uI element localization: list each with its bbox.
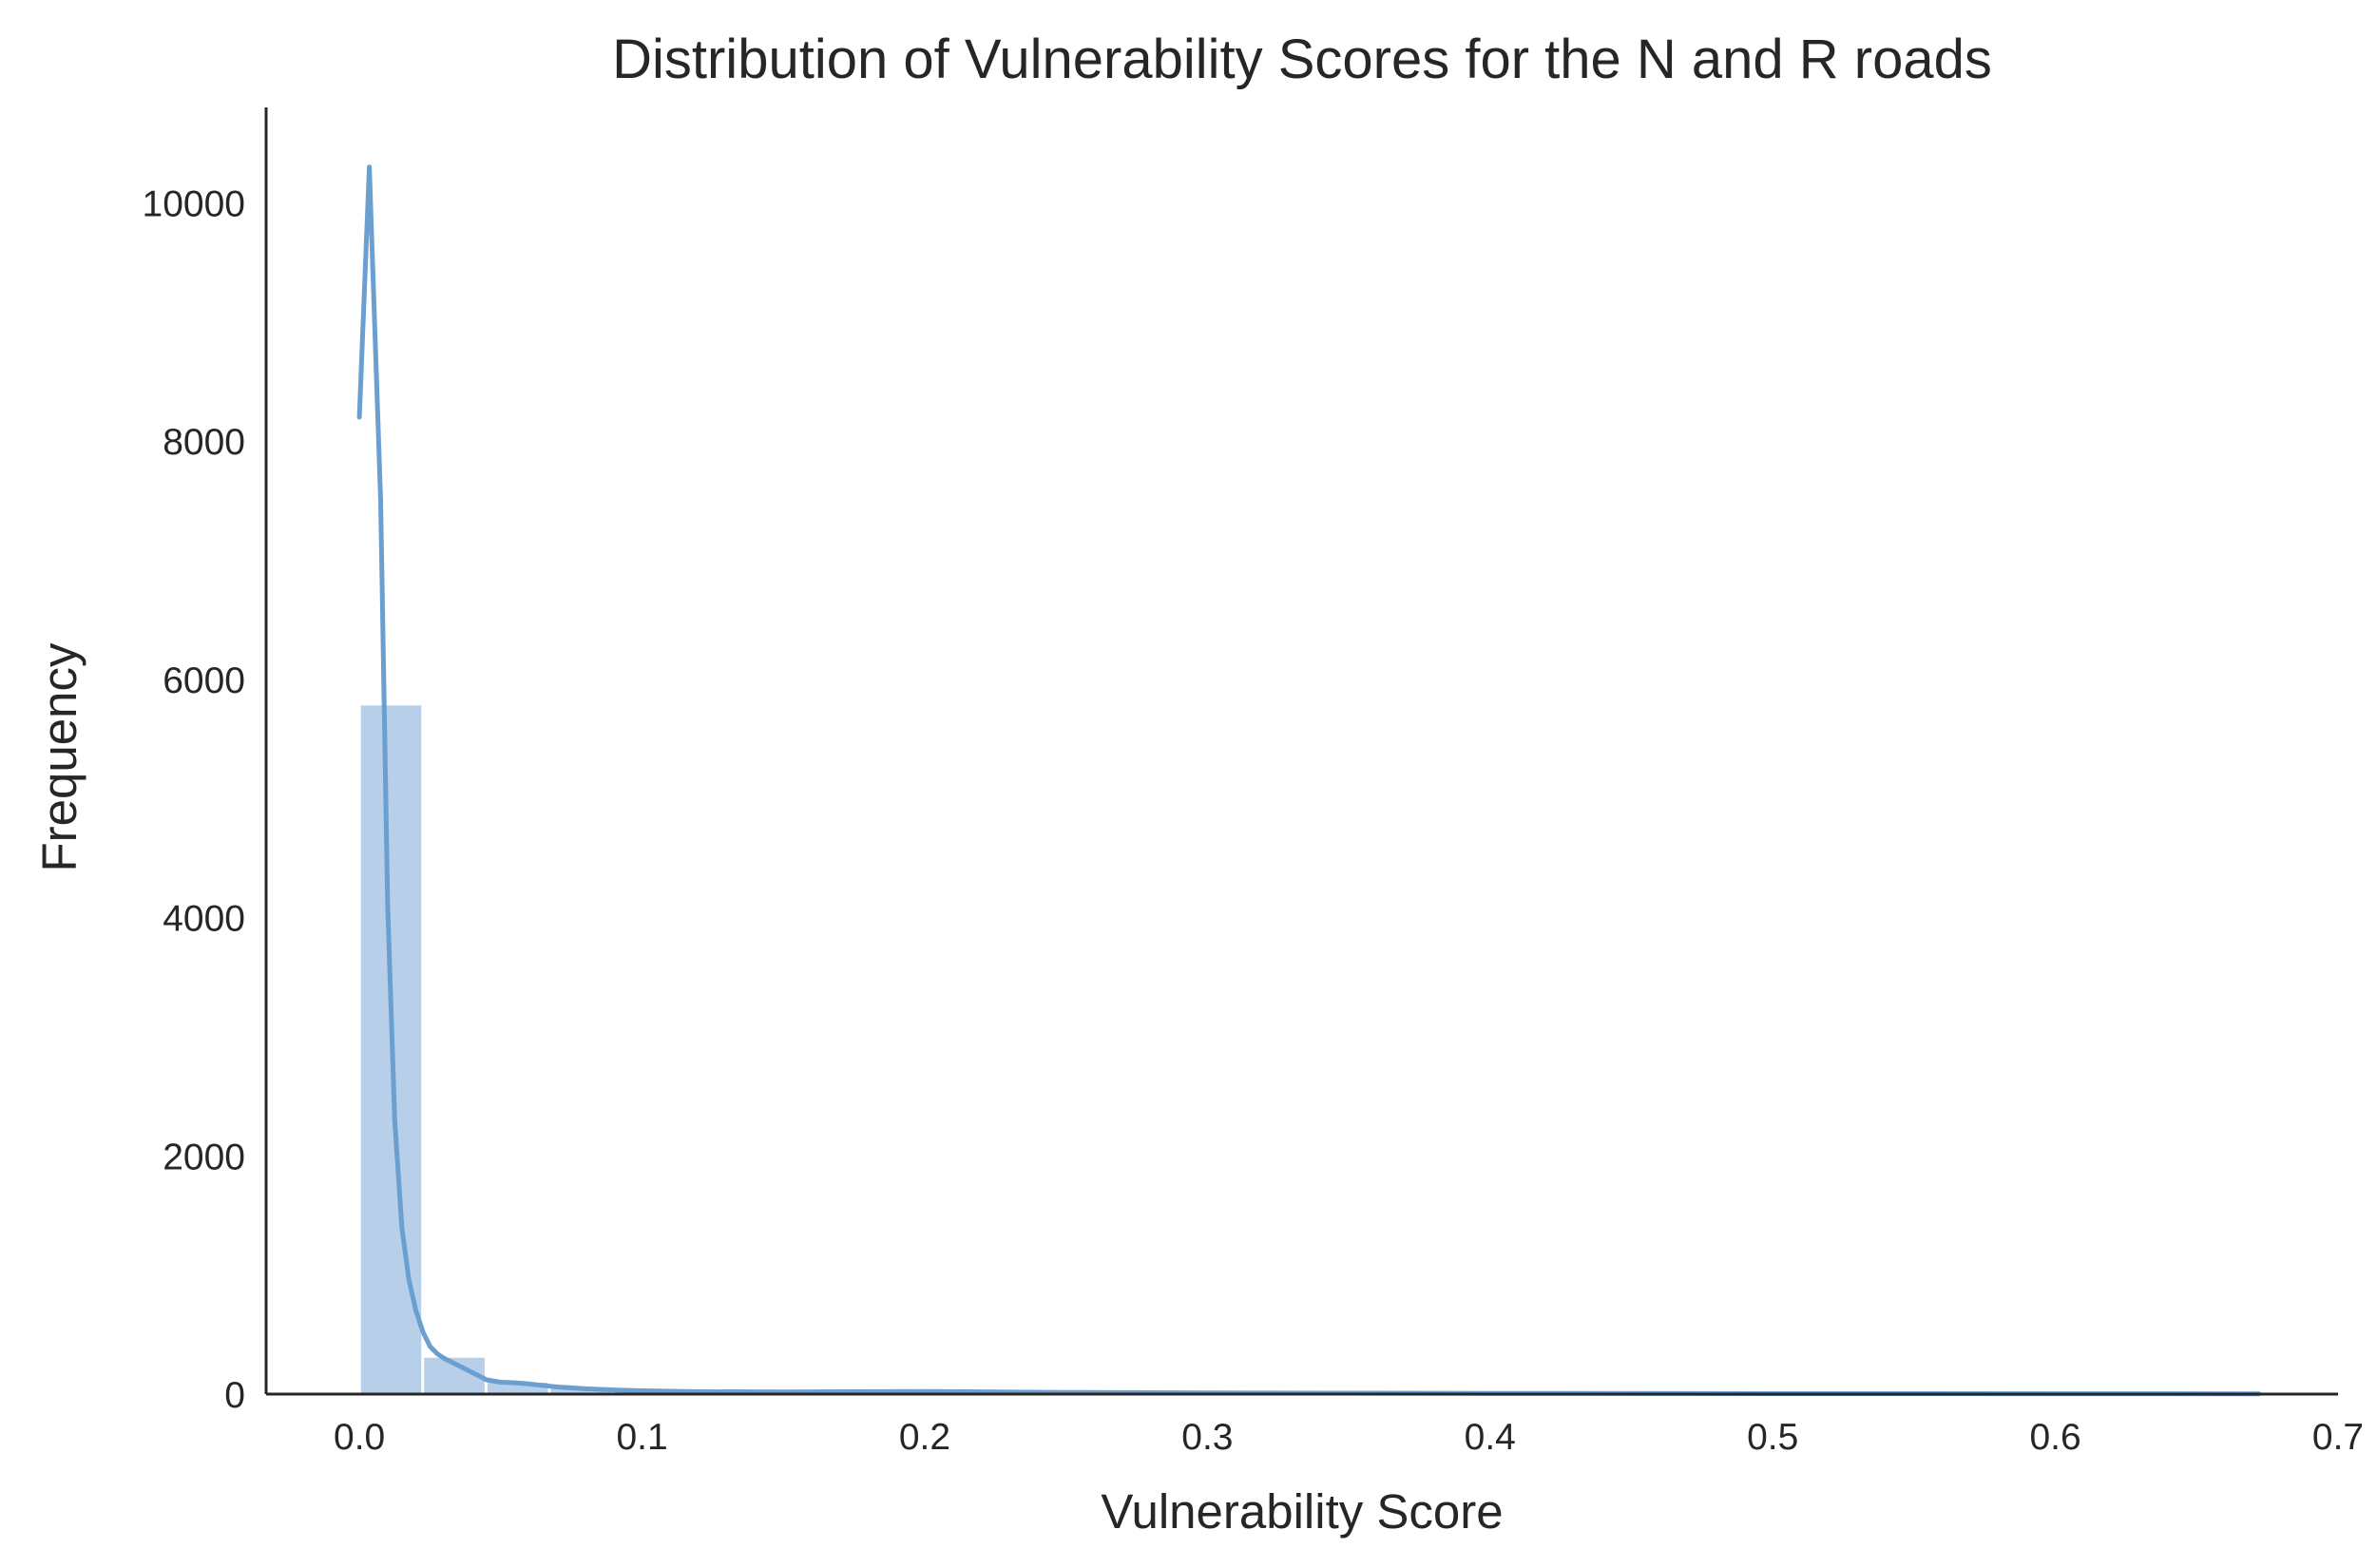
y-tick-label-2: 4000 bbox=[163, 899, 245, 940]
x-tick-label-4: 0.4 bbox=[1465, 1417, 1516, 1458]
x-tick-label-3: 0.3 bbox=[1181, 1417, 1233, 1458]
kde-curve bbox=[356, 164, 2262, 1397]
x-tick-label-6: 0.6 bbox=[2029, 1417, 2080, 1458]
histogram-bar-3 bbox=[550, 1388, 612, 1394]
x-axis-ticks: 0.0 0.1 0.2 0.3 0.4 0.5 0.6 0.7 bbox=[334, 1417, 2364, 1458]
y-tick-label-5: 10000 bbox=[143, 183, 245, 224]
x-axis-label: Vulnerability Score bbox=[1101, 1484, 1503, 1539]
y-tick-label-4: 8000 bbox=[163, 422, 245, 463]
histogram-bars bbox=[360, 705, 2258, 1394]
x-tick-label-1: 0.1 bbox=[616, 1417, 667, 1458]
y-axis-ticks: 0 2000 4000 6000 8000 10000 bbox=[143, 183, 245, 1416]
x-tick-label-2: 0.2 bbox=[899, 1417, 950, 1458]
chart-title: Distribution of Vulnerability Scores for… bbox=[612, 29, 1992, 90]
y-tick-label-3: 6000 bbox=[163, 660, 245, 701]
y-tick-label-0: 0 bbox=[224, 1375, 245, 1416]
x-tick-label-0: 0.0 bbox=[334, 1417, 385, 1458]
y-tick-label-1: 2000 bbox=[163, 1137, 245, 1177]
x-tick-label-7: 0.7 bbox=[2312, 1417, 2364, 1458]
y-axis-label: Frequency bbox=[32, 642, 86, 871]
histogram-bar-2 bbox=[487, 1383, 548, 1394]
x-tick-label-5: 0.5 bbox=[1747, 1417, 1798, 1458]
